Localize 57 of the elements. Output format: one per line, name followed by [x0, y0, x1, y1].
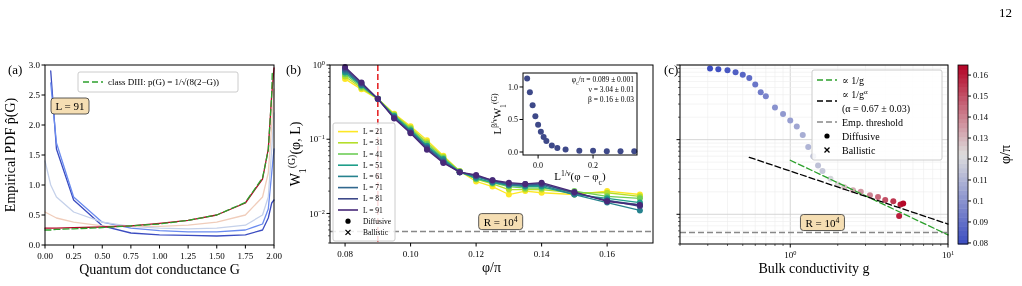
legend-label: class DIII: p(G) = 1/√(8(2−G))	[108, 77, 220, 88]
x-tick-label: 0.00	[37, 251, 54, 261]
x-tick-label: 1.50	[208, 251, 226, 261]
color-bar-label: 0.16	[973, 70, 988, 81]
x-axis-title: L$^{1/ν}$(φ − φ$_{c}$)	[554, 168, 607, 187]
y-tick-label: 1.5	[28, 150, 41, 161]
x-tick-label: 1.75	[237, 251, 254, 261]
y-tick-label: 2.0	[28, 120, 41, 131]
y-tick-label: 2.5	[28, 90, 41, 101]
x-tick-label: 0.12	[468, 249, 484, 259]
annotation: R = 10$^{4}$	[483, 214, 518, 228]
annotation: L = 91	[55, 100, 85, 112]
x-tick-label: 0.16	[599, 249, 616, 259]
x-tick-label: 10$^{0}$	[784, 248, 797, 260]
x-tick-label: 0.10	[402, 249, 419, 259]
annotation: Diffusive	[842, 130, 881, 142]
y-tick-label: 1.0	[508, 82, 518, 92]
y-tick-label: 0.0	[508, 147, 518, 157]
y-tick-label: 1.0	[28, 180, 41, 191]
annotation: R = 10$^{4}$	[805, 215, 840, 229]
x-tick-label: 0.14	[533, 249, 550, 259]
color-bar-label: 0.14	[973, 112, 989, 123]
text: (c)	[664, 62, 679, 77]
y-tick-label: 0.5	[28, 210, 41, 221]
y-tick-label: 10$^{−1}$	[309, 132, 325, 145]
x-tick-label: 0.25	[65, 251, 82, 261]
y-tick-label: 0.0	[28, 240, 41, 251]
color-bar-label: 0.1	[973, 195, 984, 206]
y-axis-title: Empirical PDF p̂(G)	[3, 97, 19, 213]
x-tick-label: 10$^{1}$	[941, 248, 955, 260]
x-tick-label: 0.08	[337, 249, 354, 259]
y-tick-label: 3.0	[28, 60, 41, 71]
x-tick-label: 2.00	[266, 251, 283, 261]
x-tick-label: 1.00	[151, 251, 168, 261]
y-tick-label: 10$^{−2}$	[309, 207, 325, 219]
legend-label: ∝ 1/g	[842, 74, 865, 86]
legend-label: ∝ 1/g$^{α}$ (α = 0.67 ± 0.03)	[842, 87, 911, 115]
legend-label: Emp. threshold	[842, 116, 904, 128]
color-bar-label: 0.11	[973, 175, 988, 185]
color-bar-label: 0.08	[973, 237, 988, 248]
x-tick-label: 0.2	[588, 161, 599, 170]
color-bar-label: 0.09	[973, 216, 988, 227]
color-bar-label: 0.15	[973, 91, 988, 102]
x-axis-title: Quantum dot conductance G	[79, 262, 240, 277]
x-tick-label: 1.25	[180, 251, 197, 261]
annotation: Ballistic	[842, 144, 876, 156]
text: (a)	[8, 62, 23, 77]
x-tick-label: 0.75	[123, 251, 140, 261]
y-tick-label: 10$^{0}$	[312, 58, 325, 71]
color-bar-label: 0.13	[973, 133, 988, 144]
y-tick-label: 0.5	[508, 115, 518, 125]
x-axis-title: φ/π	[481, 260, 502, 275]
text: 12	[999, 5, 1012, 20]
x-tick-label: 0.50	[94, 251, 111, 261]
color-bar-title: φ/π	[998, 144, 1013, 165]
text: (b)	[286, 62, 302, 77]
x-axis-title: Bulk conductivity g	[758, 261, 870, 276]
